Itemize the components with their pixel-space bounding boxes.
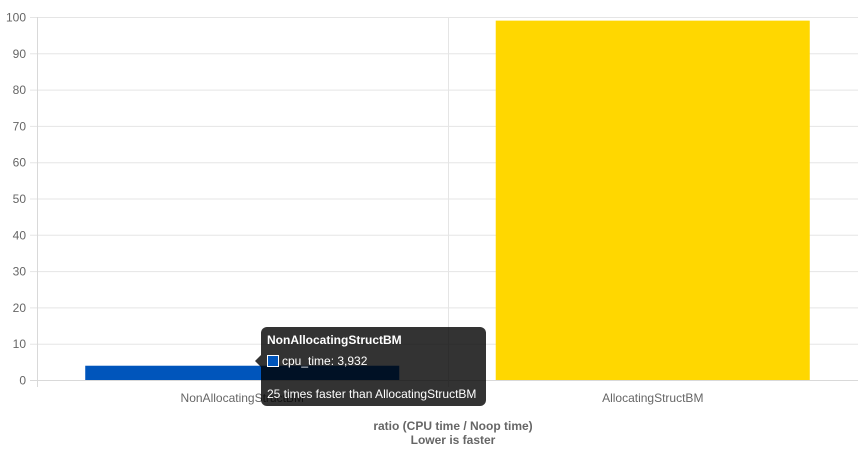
- tooltip-title: NonAllocatingStructBM: [267, 333, 402, 347]
- tooltip-series-row: cpu_time: 3,932: [267, 354, 480, 368]
- x-axis-subtitle: Lower is faster: [411, 433, 496, 447]
- y-tick-label: 0: [19, 374, 26, 388]
- x-tick-label: AllocatingStructBM: [602, 391, 703, 405]
- x-axis-title: ratio (CPU time / Noop time): [373, 419, 532, 433]
- legend-swatch-icon: [267, 355, 279, 367]
- tooltip-footer: 25 times faster than AllocatingStructBM: [267, 387, 477, 401]
- y-tick-label: 100: [6, 11, 26, 25]
- y-tick-label: 90: [13, 47, 27, 61]
- y-tick-label: 80: [13, 83, 27, 97]
- y-tick-label: 40: [13, 228, 27, 242]
- y-tick-label: 10: [13, 337, 27, 351]
- y-tick-label: 20: [13, 301, 27, 315]
- y-tick-label: 60: [13, 156, 27, 170]
- tooltip-series-value: cpu_time: 3,932: [282, 354, 368, 368]
- y-tick-label: 50: [13, 192, 27, 206]
- y-axis-tick-labels: 0 10 20 30 40 50 60 70 80 90 100: [6, 11, 26, 388]
- y-tick-label: 70: [13, 119, 27, 133]
- bar-allocatingstructbm[interactable]: [495, 20, 810, 380]
- bar-tooltip: NonAllocatingStructBM cpu_time: 3,932 25…: [255, 327, 486, 406]
- y-tick-label: 30: [13, 265, 27, 279]
